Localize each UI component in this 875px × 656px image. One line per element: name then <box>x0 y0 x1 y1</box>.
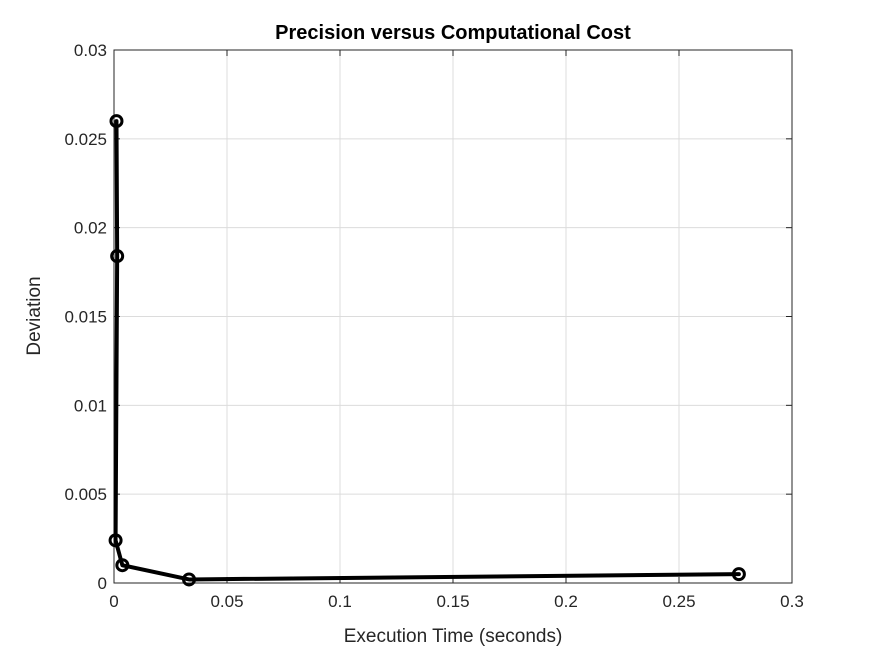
x-tick-label: 0 <box>109 592 118 611</box>
y-tick-label: 0 <box>98 574 107 593</box>
x-tick-label: 0.1 <box>328 592 352 611</box>
y-tick-label: 0.02 <box>74 219 107 238</box>
axis-ticks: 0 0.05 0.1 0.15 0.2 0.25 0.3 0 0.005 0.01 0.015 0.0… <box>64 41 803 611</box>
data-series <box>108 114 746 587</box>
y-axis-label: Deviation <box>24 276 45 355</box>
data-point-marker <box>731 567 746 582</box>
x-tick-label: 0.05 <box>210 592 243 611</box>
y-tick-label: 0.005 <box>64 485 107 504</box>
data-point-marker <box>115 558 130 573</box>
x-axis-label: Execution Time (seconds) <box>344 626 563 647</box>
x-tick-label: 0.2 <box>554 592 578 611</box>
x-tick-label: 0.25 <box>662 592 695 611</box>
data-point-marker <box>108 533 123 548</box>
y-tick-label: 0.01 <box>74 396 107 415</box>
data-point-marker <box>109 114 124 129</box>
y-tick-label: 0.015 <box>64 308 107 327</box>
y-tick-label: 0.025 <box>64 130 107 149</box>
x-tick-label: 0.3 <box>780 592 804 611</box>
y-tick-label: 0.03 <box>74 41 107 60</box>
x-tick-label: 0.15 <box>436 592 469 611</box>
chart-title: Precision versus Computational Cost <box>275 22 631 44</box>
series-line <box>113 119 741 582</box>
data-point-marker <box>182 572 197 587</box>
grid-lines <box>114 50 792 583</box>
data-point-marker <box>110 249 125 264</box>
